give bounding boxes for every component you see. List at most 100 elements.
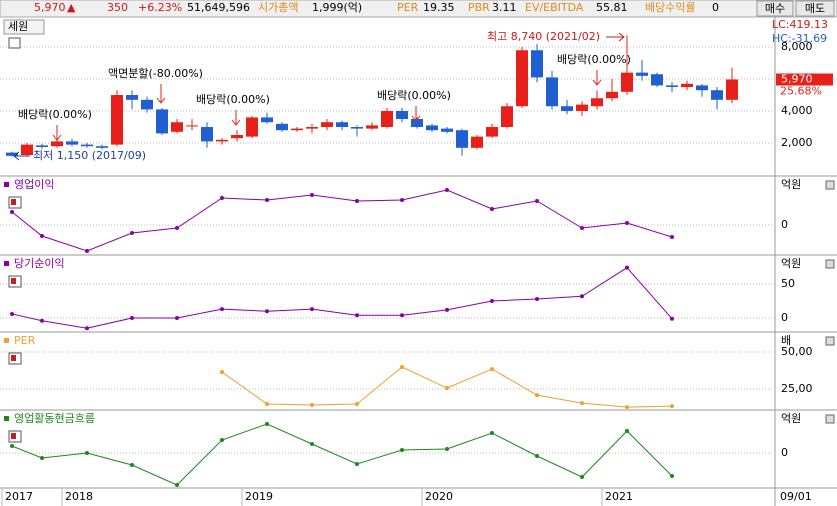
candle-body bbox=[486, 127, 498, 137]
item-label: EV/EBITDA bbox=[525, 1, 584, 14]
series-point bbox=[10, 311, 14, 316]
series-point bbox=[625, 265, 629, 270]
item-label: PER bbox=[397, 1, 419, 14]
series-point bbox=[220, 370, 224, 375]
arrow-head bbox=[592, 79, 602, 86]
candle-body bbox=[546, 77, 558, 107]
series-point bbox=[400, 313, 404, 318]
sell-button-label[interactable]: 매도 bbox=[805, 2, 825, 15]
item-value: 19.35 bbox=[423, 1, 455, 14]
arrow-head bbox=[411, 115, 421, 122]
series-point bbox=[400, 198, 404, 202]
series-point bbox=[625, 221, 629, 225]
annotation: 배당락(0.00%) bbox=[377, 89, 451, 102]
series-point bbox=[580, 226, 584, 230]
candle-body bbox=[51, 141, 63, 147]
candle-body bbox=[591, 98, 603, 107]
y-tick-label: 0 bbox=[781, 218, 788, 231]
series-point bbox=[535, 199, 539, 203]
candle-body bbox=[501, 106, 513, 128]
close-box[interactable] bbox=[825, 180, 835, 190]
series-point bbox=[175, 316, 179, 321]
series-point bbox=[40, 456, 44, 460]
arrow-head bbox=[52, 134, 62, 141]
series-point bbox=[670, 474, 674, 478]
title-marker bbox=[4, 338, 9, 343]
arrow-left bbox=[13, 151, 30, 161]
item-label: PBR bbox=[468, 1, 490, 14]
arrow-head bbox=[231, 119, 241, 126]
series-point bbox=[130, 463, 134, 467]
title-marker bbox=[4, 261, 9, 266]
series-point bbox=[490, 299, 494, 304]
candle-body bbox=[606, 91, 618, 99]
lc-label: LC:419.13 bbox=[772, 18, 828, 31]
candle-body bbox=[6, 152, 18, 156]
sell-button[interactable] bbox=[795, 0, 835, 17]
title-marker bbox=[4, 182, 9, 187]
y-tick-label: 0 bbox=[781, 446, 788, 459]
series-point bbox=[10, 444, 14, 448]
change-pct: +6.23% bbox=[138, 1, 182, 14]
close-box[interactable] bbox=[825, 259, 835, 269]
unit-label: 억원 bbox=[781, 257, 801, 270]
candle-body bbox=[426, 125, 438, 131]
series-point bbox=[175, 226, 179, 230]
candle-body bbox=[66, 141, 78, 145]
series-point bbox=[265, 309, 269, 314]
candle-body bbox=[336, 122, 348, 128]
candle-body bbox=[126, 95, 138, 100]
change: 350 bbox=[107, 1, 128, 14]
series-point bbox=[580, 401, 584, 406]
item-label: 시가총액 bbox=[258, 1, 298, 14]
series-point bbox=[580, 294, 584, 299]
series-point bbox=[40, 318, 44, 323]
candle-body bbox=[216, 139, 228, 142]
candle-body bbox=[711, 90, 723, 100]
annotation: 최고 8,740 (2021/02) bbox=[487, 30, 600, 43]
candle-body bbox=[186, 125, 198, 127]
candle-body bbox=[696, 85, 708, 91]
x-tick-label: 2017 bbox=[5, 490, 33, 503]
candle-body bbox=[471, 136, 483, 148]
series-point bbox=[355, 199, 359, 203]
candle-body bbox=[561, 106, 573, 112]
candle-body bbox=[726, 79, 738, 100]
annotation: 배당락(0.00%) bbox=[18, 108, 92, 121]
series-point bbox=[670, 404, 674, 409]
last-pct-label: 25.68% bbox=[780, 85, 822, 98]
candle-body bbox=[636, 72, 648, 76]
top-bar bbox=[0, 0, 837, 18]
title-box bbox=[3, 19, 45, 35]
close-box[interactable] bbox=[825, 336, 835, 346]
candle-body bbox=[456, 130, 468, 148]
unit-label: 억원 bbox=[781, 178, 801, 191]
candle-body bbox=[171, 122, 183, 132]
candle-body bbox=[381, 111, 393, 128]
settings-icon-mark bbox=[11, 433, 16, 439]
y-tick-label: 0 bbox=[781, 311, 788, 324]
series-point bbox=[490, 431, 494, 435]
candle-body bbox=[36, 145, 48, 148]
arrow-head bbox=[156, 97, 166, 104]
buy-button[interactable] bbox=[756, 0, 794, 17]
series-line bbox=[11, 267, 673, 329]
last-price-label: 5,970 bbox=[781, 73, 813, 86]
series-point bbox=[535, 393, 539, 398]
close-box[interactable] bbox=[825, 414, 835, 424]
candle-body bbox=[96, 146, 108, 148]
series-point bbox=[310, 403, 314, 408]
x-tick-label: 2018 bbox=[65, 490, 93, 503]
panel-title: 세원 bbox=[8, 20, 28, 33]
series-point bbox=[85, 249, 89, 253]
series-point bbox=[265, 422, 269, 426]
candle-body bbox=[21, 144, 33, 156]
series-point bbox=[265, 198, 269, 202]
buy-button-label[interactable]: 매수 bbox=[765, 2, 785, 15]
title-marker bbox=[4, 416, 9, 421]
y-tick-label: 8,000 bbox=[781, 40, 813, 53]
series-point bbox=[85, 326, 89, 331]
series-point bbox=[355, 462, 359, 466]
annotation: 배당락(0.00%) bbox=[557, 53, 631, 66]
series-line bbox=[11, 423, 673, 486]
